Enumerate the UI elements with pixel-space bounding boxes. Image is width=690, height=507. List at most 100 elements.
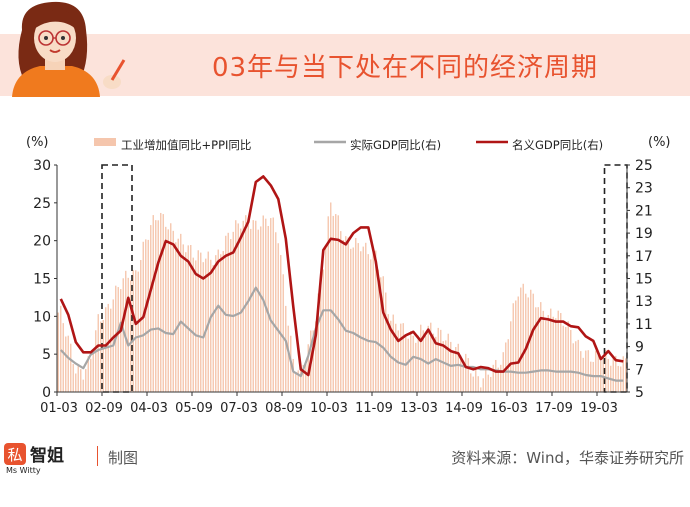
- bar: [530, 289, 532, 392]
- x-tick-label: 10-03: [310, 401, 348, 416]
- bar: [552, 316, 554, 392]
- svg-text:Ms Witty: Ms Witty: [6, 466, 41, 475]
- right-tick-label: 7: [635, 362, 644, 378]
- bar-series: [57, 202, 627, 392]
- bar: [432, 333, 434, 392]
- bar: [300, 366, 302, 392]
- right-tick-label: 23: [635, 181, 653, 197]
- bar: [522, 283, 524, 392]
- left-tick-label: 0: [42, 385, 51, 401]
- bar: [620, 366, 622, 392]
- bar: [470, 373, 472, 392]
- bar: [622, 356, 624, 392]
- x-tick-label: 14-09: [445, 401, 483, 416]
- bar: [172, 230, 174, 392]
- bar: [287, 325, 289, 392]
- bar: [545, 320, 547, 392]
- bar: [365, 242, 367, 392]
- bar: [227, 232, 229, 392]
- bar: [460, 355, 462, 392]
- bar: [180, 233, 182, 392]
- bar: [377, 269, 379, 392]
- footer-label: 制图: [108, 449, 139, 467]
- right-tick-label: 11: [635, 317, 653, 333]
- bar: [542, 310, 544, 392]
- bar: [477, 376, 479, 392]
- bar: [122, 278, 124, 392]
- bar: [605, 349, 607, 392]
- bar: [520, 287, 522, 392]
- bar: [85, 369, 87, 392]
- bar: [495, 359, 497, 392]
- x-tick-label: 07-03: [220, 401, 258, 416]
- bar: [410, 331, 412, 392]
- bar: [135, 270, 137, 392]
- bar: [100, 321, 102, 392]
- bar: [125, 270, 127, 392]
- bar: [430, 322, 432, 392]
- bar: [557, 310, 559, 392]
- bar: [282, 274, 284, 392]
- bar: [575, 341, 577, 392]
- bar: [452, 352, 454, 392]
- line-series: [59, 175, 624, 382]
- bar: [277, 243, 279, 392]
- bar: [295, 372, 297, 392]
- bar: [330, 202, 332, 392]
- x-tick-label: 02-09: [85, 401, 123, 416]
- bar: [57, 312, 59, 392]
- bar: [162, 214, 164, 392]
- bar: [345, 236, 347, 392]
- bar: [612, 357, 614, 392]
- bar: [322, 269, 324, 392]
- bar: [535, 307, 537, 392]
- svg-text:智姐: 智姐: [30, 445, 64, 466]
- bar: [105, 307, 107, 392]
- bar: [215, 255, 217, 392]
- x-tick-label: 04-03: [130, 401, 168, 416]
- right-tick-label: 19: [635, 226, 653, 242]
- x-tick-label: 16-03: [490, 401, 528, 416]
- bar: [352, 247, 354, 392]
- bar: [65, 336, 67, 392]
- bar: [342, 240, 344, 392]
- bar: [247, 224, 249, 392]
- bar: [442, 341, 444, 392]
- bar: [445, 340, 447, 392]
- bar: [492, 364, 494, 392]
- bar: [255, 220, 257, 392]
- right-tick-label: 15: [635, 272, 653, 288]
- bar: [317, 293, 319, 392]
- bar: [367, 254, 369, 392]
- bar: [515, 300, 517, 392]
- bar: [485, 368, 487, 392]
- slide-title: 03年与当下处在不同的经济周期: [211, 53, 599, 83]
- bar: [237, 223, 239, 392]
- bar: [200, 252, 202, 392]
- bar: [235, 220, 237, 392]
- bar: [337, 215, 339, 392]
- bar: [347, 237, 349, 392]
- bar: [145, 239, 147, 392]
- bar: [80, 369, 82, 392]
- legend: 工业增加值同比+PPI同比 实际GDP同比(右) 名义GDP同比(右): [94, 138, 603, 152]
- bar: [400, 323, 402, 392]
- bar: [375, 250, 377, 392]
- bar: [497, 367, 499, 392]
- right-tick-label: 5: [635, 385, 644, 401]
- bar: [447, 333, 449, 392]
- bar: [272, 217, 274, 392]
- bar: [292, 358, 294, 392]
- bar: [597, 352, 599, 392]
- bar: [615, 355, 617, 392]
- ms-witty-logo: 私 智姐 Ms Witty: [4, 443, 64, 475]
- bar: [130, 280, 132, 392]
- x-tick-label: 19-03: [580, 401, 618, 416]
- bar: [587, 350, 589, 392]
- bar: [232, 231, 234, 392]
- bar: [117, 287, 119, 392]
- bar: [202, 262, 204, 392]
- bar: [75, 373, 77, 392]
- bar: [150, 225, 152, 392]
- bar: [585, 350, 587, 392]
